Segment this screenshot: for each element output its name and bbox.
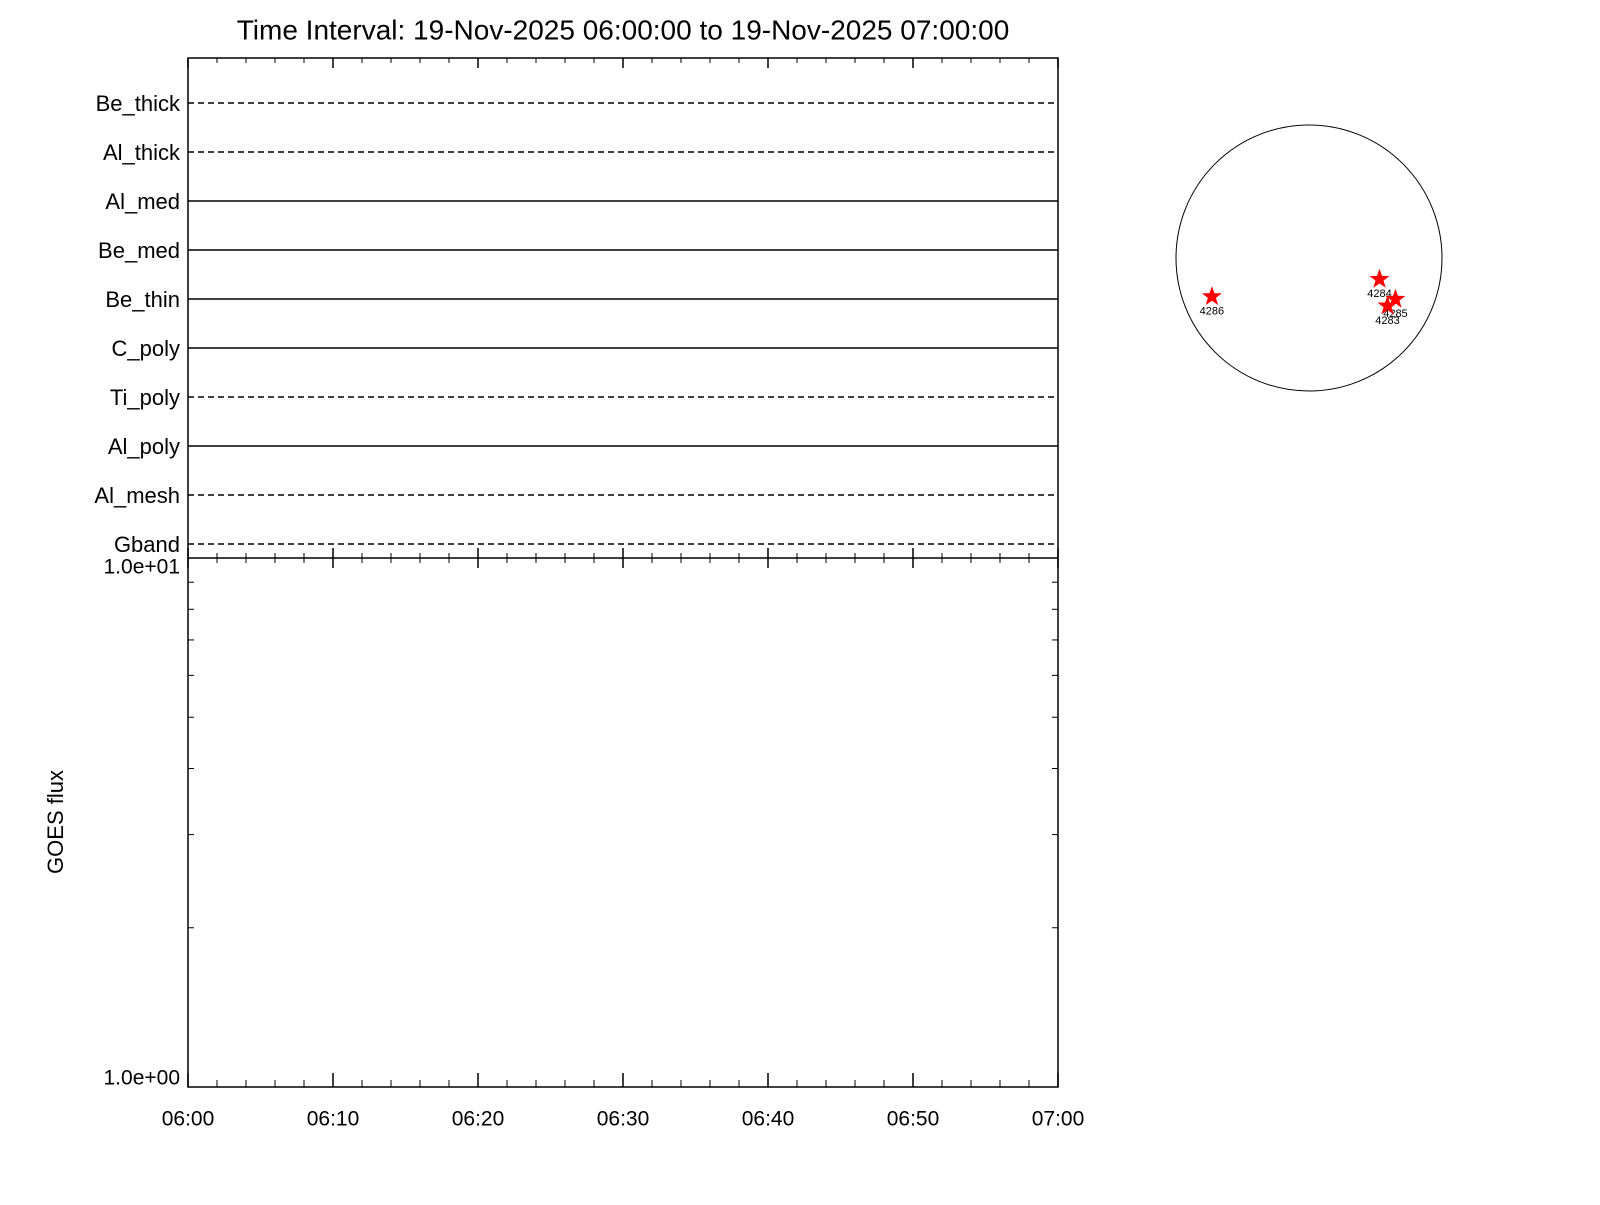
x-tick-label: 06:50	[887, 1108, 940, 1131]
x-tick-label: 07:00	[1032, 1108, 1085, 1131]
region-marker	[1385, 288, 1406, 308]
y-tick-label: 1.0e+00	[104, 1067, 181, 1090]
x-tick-label: 06:20	[452, 1108, 505, 1131]
region-marker	[1377, 295, 1398, 315]
filter-label: Al_med	[105, 189, 180, 214]
x-tick-label: 06:00	[162, 1108, 215, 1131]
x-tick-label: 06:30	[597, 1108, 650, 1131]
plot-frame	[187, 57, 1059, 1088]
x-tick-label: 06:10	[307, 1108, 360, 1131]
filter-label: Al_mesh	[94, 483, 180, 508]
filter-label: Be_thick	[96, 91, 181, 116]
filter-label: Al_thick	[103, 140, 181, 165]
filter-label: C_poly	[112, 336, 180, 361]
x-tick-label: 06:40	[742, 1108, 795, 1131]
region-label: 4284	[1367, 288, 1391, 300]
y-axis-label: GOES flux	[43, 770, 68, 874]
region-marker	[1201, 286, 1222, 306]
filter-label: Al_poly	[108, 434, 180, 459]
region-marker	[1369, 268, 1390, 288]
filter-label: Ti_poly	[110, 385, 180, 410]
region-label: 4286	[1200, 305, 1224, 317]
solar-disk	[1175, 124, 1443, 392]
chart-title: Time Interval: 19-Nov-2025 06:00:00 to 1…	[237, 14, 1010, 45]
filter-label: Be_med	[98, 238, 180, 263]
filter-label: Gband	[114, 532, 180, 557]
region-label: 4283	[1375, 315, 1399, 327]
y-tick-label: 1.0e+01	[104, 556, 181, 579]
filter-label: Be_thin	[105, 287, 180, 312]
